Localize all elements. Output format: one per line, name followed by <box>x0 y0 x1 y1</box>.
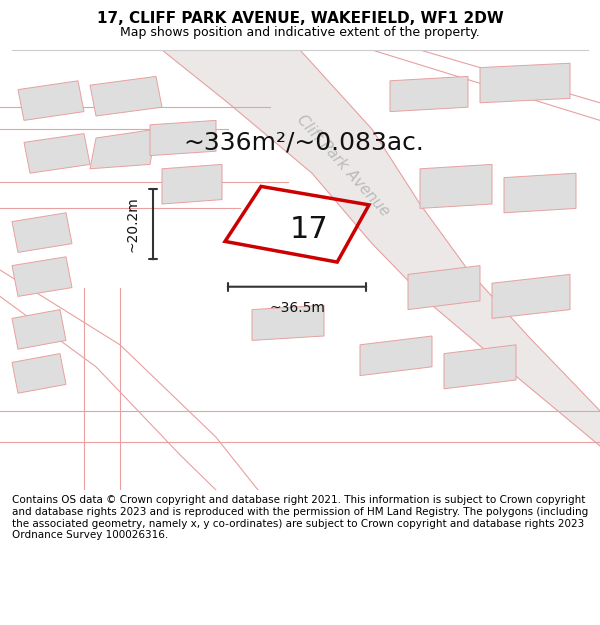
Polygon shape <box>390 76 468 112</box>
Polygon shape <box>252 305 324 341</box>
Polygon shape <box>12 309 66 349</box>
Polygon shape <box>360 336 432 376</box>
Text: Contains OS data © Crown copyright and database right 2021. This information is : Contains OS data © Crown copyright and d… <box>12 496 588 540</box>
Text: Cliff Park Avenue: Cliff Park Avenue <box>294 112 392 219</box>
Polygon shape <box>504 173 576 213</box>
Polygon shape <box>408 266 480 309</box>
Polygon shape <box>492 274 570 318</box>
Polygon shape <box>90 129 156 169</box>
Polygon shape <box>24 134 90 173</box>
Polygon shape <box>480 63 570 102</box>
Polygon shape <box>18 81 84 121</box>
Polygon shape <box>162 164 222 204</box>
Polygon shape <box>12 257 72 296</box>
Polygon shape <box>444 345 516 389</box>
Text: ~20.2m: ~20.2m <box>126 196 140 252</box>
Text: 17, CLIFF PARK AVENUE, WAKEFIELD, WF1 2DW: 17, CLIFF PARK AVENUE, WAKEFIELD, WF1 2D… <box>97 11 503 26</box>
Text: ~36.5m: ~36.5m <box>269 301 325 315</box>
Text: Map shows position and indicative extent of the property.: Map shows position and indicative extent… <box>120 26 480 39</box>
Text: ~336m²/~0.083ac.: ~336m²/~0.083ac. <box>183 130 424 154</box>
Polygon shape <box>162 50 600 446</box>
Text: 17: 17 <box>290 215 328 244</box>
Polygon shape <box>90 76 162 116</box>
Polygon shape <box>12 213 72 253</box>
Polygon shape <box>12 354 66 393</box>
Polygon shape <box>150 121 216 156</box>
Polygon shape <box>420 164 492 208</box>
